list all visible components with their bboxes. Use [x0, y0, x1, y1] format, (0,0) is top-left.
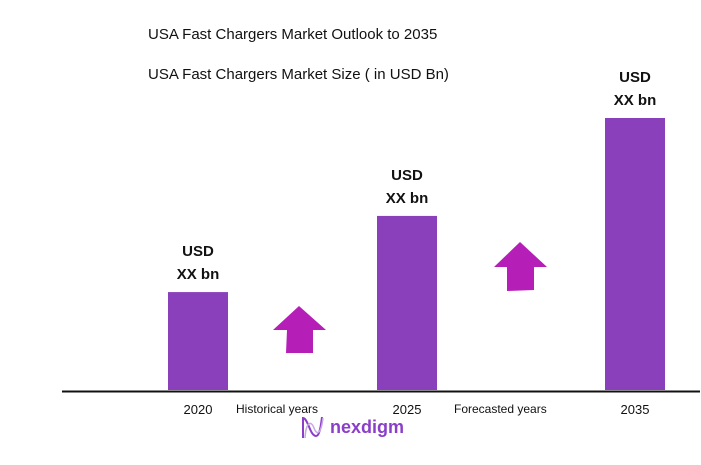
data-label-line: USD: [391, 166, 423, 184]
nexdigm-logo: nexdigm: [300, 414, 404, 440]
period-label-forecast: Forecasted years: [454, 402, 547, 416]
data-label-2020: USD XX bn: [158, 240, 238, 286]
bar-2035: [605, 118, 665, 390]
x-tick-2020: 2020: [183, 402, 213, 417]
growth-arrow-historical: [273, 306, 326, 353]
data-label-2025: USD XX bn: [367, 164, 447, 210]
period-label-historical: Historical years: [236, 402, 319, 416]
chart-subtitle: USA Fast Chargers Market Size ( in USD B…: [148, 66, 449, 83]
growth-arrow-forecast: [494, 242, 547, 291]
x-tick-2035: 2035: [620, 402, 650, 417]
chart-title: USA Fast Chargers Market Outlook to 2035: [148, 26, 438, 43]
x-tick-2025: 2025: [392, 402, 422, 417]
data-label-line: XX bn: [176, 266, 220, 284]
bar-2020: [168, 292, 228, 390]
logo-text: nexdigm: [330, 416, 405, 437]
bar-2025: [377, 215, 437, 390]
data-label-line: USD: [619, 69, 651, 86]
logo-wave-icon: [302, 416, 324, 439]
data-label-2035: USD XX bn: [595, 66, 675, 112]
data-label-line: XX bn: [613, 92, 657, 109]
data-label-line: USD: [182, 243, 214, 261]
data-label-line: XX bn: [385, 189, 429, 207]
